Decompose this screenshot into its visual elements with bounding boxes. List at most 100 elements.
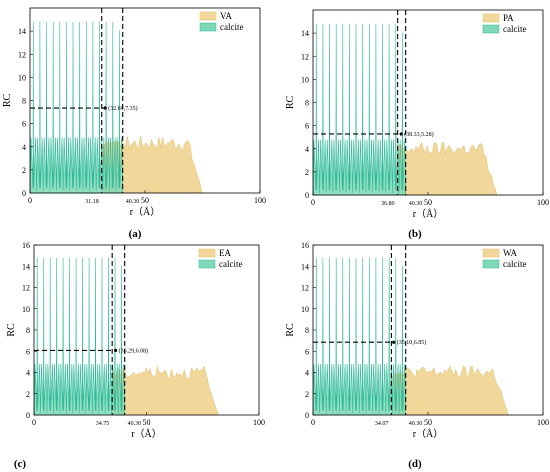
y-tick-label: 2	[305, 168, 309, 177]
y-tick-label: 4	[305, 145, 309, 154]
calcite-area	[312, 23, 406, 196]
y-tick-label: 10	[301, 75, 309, 84]
annotation-label: (32.69,7.35)	[108, 105, 138, 112]
annotation-label: (38.33,5.28)	[404, 131, 434, 138]
y-axis-title: RC	[285, 96, 296, 110]
y-tick-label: 2	[26, 390, 30, 399]
panel-label: (a)	[129, 228, 142, 240]
y-tick-label: 4	[26, 369, 30, 378]
x-axis-title: r（Å）	[131, 428, 162, 440]
y-tick-label: 6	[22, 120, 26, 129]
legend-entry: WA	[503, 248, 517, 258]
calcite-area	[33, 257, 125, 416]
vline-label: 31.18	[85, 199, 99, 205]
x-tick-label: 0	[32, 418, 36, 427]
x-axis-title: r（Å）	[413, 208, 444, 220]
y-axis-title: RC	[2, 94, 13, 108]
vline-label: 40.30	[409, 421, 423, 427]
legend-swatch	[199, 22, 217, 32]
legend-swatch	[198, 248, 216, 258]
x-tick-label: 0	[311, 418, 315, 427]
y-tick-label: 14	[22, 262, 30, 271]
y-tick-label: 16	[22, 241, 30, 250]
adsorbate-area	[397, 141, 498, 196]
vline-label: 40.30	[128, 421, 142, 427]
legend-swatch	[482, 259, 500, 269]
x-tick-label: 100	[537, 418, 549, 427]
y-tick-label: 10	[18, 73, 26, 82]
annotation-point	[114, 348, 118, 352]
legend-swatch	[199, 11, 217, 21]
legend-swatch	[482, 13, 500, 23]
y-tick-label: 8	[305, 99, 309, 108]
vline-label: 34.07	[375, 421, 389, 427]
vline-label: 34.75	[96, 421, 110, 427]
chart-panel-1: 0 2 4 6 8 10 12 14 0 50 100 31.18 40.30 (32.69,7.35) r…	[2, 7, 266, 240]
y-tick-label: 0	[305, 191, 309, 200]
y-tick-label: 14	[301, 262, 309, 271]
x-tick-label: 50	[424, 418, 432, 427]
chart-panel-3: 0 2 4 6 8 10 12 14 16 0 50 100 34.75 40.30 (36.29,6.08…	[6, 241, 265, 470]
y-tick-label: 0	[305, 411, 309, 420]
legend-entry: calcite	[219, 259, 242, 269]
legend-entry: PA	[503, 13, 514, 23]
y-tick-label: 8	[305, 326, 309, 335]
annotation-point	[392, 340, 396, 344]
x-tick-label: 50	[143, 418, 151, 427]
legend-entry: calcite	[503, 259, 526, 269]
calcite-area	[312, 257, 406, 416]
annotation-label: (35.10,6.85)	[397, 339, 427, 346]
x-tick-label: 0	[311, 198, 315, 207]
legend-swatch	[198, 259, 216, 269]
y-tick-label: 4	[305, 369, 309, 378]
legend-entry: calcite	[220, 22, 243, 32]
x-tick-label: 50	[424, 198, 432, 207]
legend-swatch	[482, 24, 500, 34]
y-tick-label: 16	[301, 241, 309, 250]
y-tick-label: 8	[26, 326, 30, 335]
x-tick-label: 0	[28, 196, 32, 205]
y-axis-title: RC	[285, 323, 296, 337]
y-tick-label: 14	[301, 29, 309, 38]
adsorbate-area	[111, 365, 219, 416]
chart-panel-4: 0 2 4 6 8 10 12 14 16 0 50 100 34.07 40.30 (35.10,6.85…	[285, 241, 549, 470]
vline-label: 40.30	[409, 201, 423, 207]
legend-entry: calcite	[503, 24, 526, 34]
annotation-label: (36.29,6.08)	[119, 347, 149, 354]
y-tick-label: 12	[22, 284, 30, 293]
calcite-area	[29, 21, 123, 194]
panel-label: (d)	[408, 458, 422, 470]
y-axis-title: RC	[6, 323, 17, 337]
y-tick-label: 2	[22, 166, 26, 175]
x-axis-title: r（Å）	[413, 428, 444, 440]
x-axis-title: r（Å）	[130, 206, 161, 218]
x-tick-label: 100	[254, 196, 266, 205]
y-tick-label: 0	[26, 411, 30, 420]
y-tick-label: 12	[301, 52, 309, 61]
x-tick-label: 100	[537, 198, 549, 207]
legend-entry: EA	[219, 248, 231, 258]
legend-swatch	[482, 248, 500, 258]
y-tick-label: 8	[22, 97, 26, 106]
y-tick-label: 4	[22, 143, 26, 152]
y-tick-label: 0	[22, 189, 26, 198]
adsorbate-area	[391, 365, 509, 416]
annotation-point	[399, 132, 403, 136]
y-tick-label: 12	[18, 50, 26, 59]
chart-panel-2: 0 2 4 6 8 10 12 14 0 50 100 36.80 40.30 (38.33,5.28) r…	[285, 9, 549, 240]
panel-label: (b)	[408, 228, 422, 240]
y-tick-label: 6	[26, 347, 30, 356]
x-tick-label: 100	[253, 418, 265, 427]
y-tick-label: 12	[301, 284, 309, 293]
x-tick-label: 50	[141, 196, 149, 205]
panel-label: (c)	[14, 458, 27, 470]
annotation-point	[103, 106, 107, 110]
y-tick-label: 14	[18, 27, 26, 36]
y-tick-label: 10	[22, 305, 30, 314]
y-tick-label: 2	[305, 390, 309, 399]
